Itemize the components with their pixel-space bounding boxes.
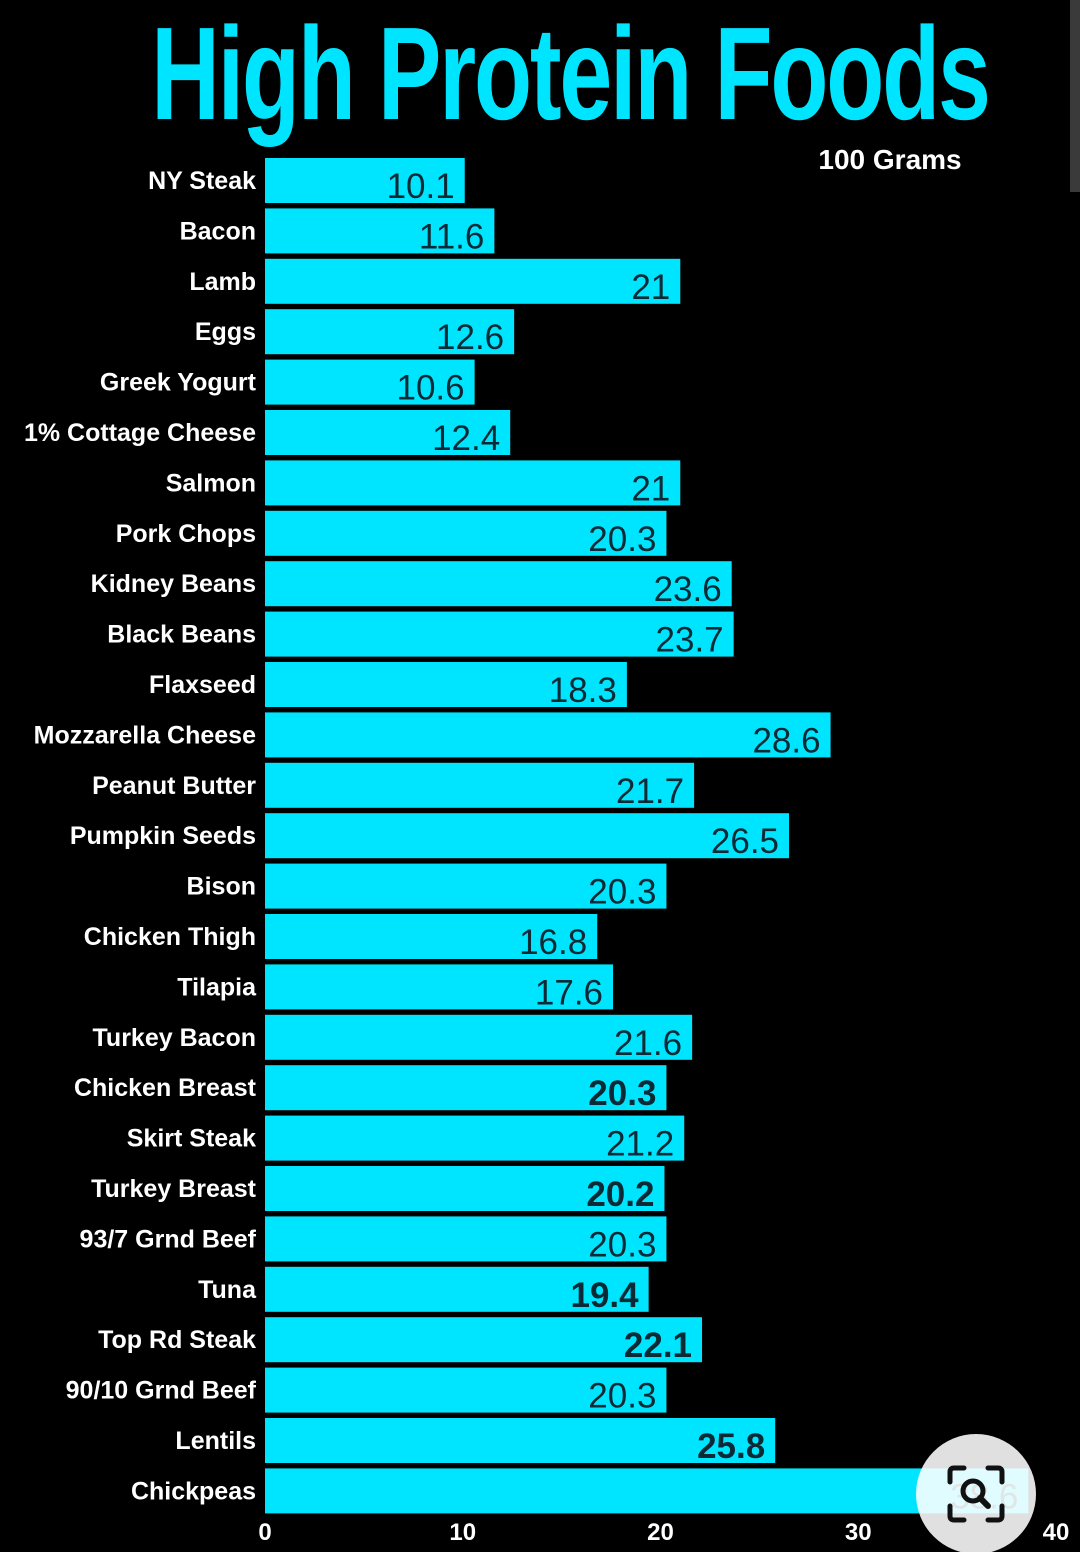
category-label: Eggs	[195, 318, 256, 346]
bar	[265, 762, 695, 808]
category-label: Chicken Thigh	[84, 923, 256, 951]
bar	[265, 1014, 693, 1060]
category-label: Pumpkin Seeds	[70, 822, 256, 850]
visual-search-button[interactable]	[916, 1434, 1036, 1552]
category-label: Bacon	[180, 217, 256, 245]
bar	[265, 964, 614, 1010]
value-label: 25.8	[697, 1427, 765, 1466]
bar	[265, 1367, 667, 1413]
visual-search-icon	[947, 1465, 1005, 1523]
value-label: 22.1	[624, 1326, 692, 1365]
bar	[265, 1166, 665, 1211]
category-label: Top Rd Steak	[98, 1326, 256, 1354]
bar	[265, 158, 465, 203]
value-label: 20.2	[586, 1175, 654, 1214]
category-label: Turkey Bacon	[93, 1024, 256, 1052]
value-label: 20.3	[588, 1074, 656, 1113]
value-label: 20.3	[588, 1225, 656, 1264]
value-label: 19.4	[571, 1276, 640, 1315]
category-label: Black Beans	[107, 621, 256, 649]
category-label: Flaxseed	[149, 671, 256, 699]
value-label: 20.3	[588, 520, 656, 559]
value-label: 10.6	[396, 369, 464, 408]
value-label: 23.7	[656, 621, 724, 660]
bar	[265, 1266, 649, 1312]
chart-subtitle: 100 Grams	[818, 144, 962, 175]
category-label: Chickpeas	[131, 1477, 256, 1505]
bar	[265, 1317, 703, 1363]
category-label: Skirt Steak	[127, 1125, 256, 1153]
category-label: Pork Chops	[116, 520, 256, 548]
value-label: 21.7	[616, 772, 684, 811]
bar	[265, 1115, 685, 1161]
value-label: 16.8	[519, 923, 587, 962]
category-label: Chicken Breast	[74, 1074, 257, 1102]
chart-title: High Protein Foods	[151, 0, 991, 147]
bar	[265, 1065, 667, 1111]
value-label: 23.6	[654, 570, 722, 609]
value-label: 21.2	[606, 1125, 674, 1164]
bar	[265, 1468, 1029, 1514]
bar	[265, 410, 511, 455]
bar	[265, 662, 627, 707]
bar	[265, 359, 475, 405]
bar	[265, 863, 667, 909]
category-label: 90/10 Grnd Beef	[66, 1377, 257, 1405]
value-label: 10.1	[387, 167, 455, 206]
category-label: 1% Cottage Cheese	[24, 419, 256, 447]
x-tick-label: 30	[845, 1519, 872, 1546]
value-label: 20.3	[588, 1377, 656, 1416]
category-label: 93/7 Grnd Beef	[80, 1225, 257, 1253]
bar	[265, 1216, 667, 1262]
category-label: Bison	[187, 873, 256, 901]
value-label: 21	[631, 268, 670, 307]
value-label: 21	[631, 469, 670, 508]
category-label: Lentils	[175, 1427, 256, 1455]
category-label: Mozzarella Cheese	[34, 721, 256, 749]
x-tick-label: 20	[647, 1519, 674, 1546]
value-label: 12.6	[436, 318, 504, 357]
value-label: 12.4	[432, 419, 500, 458]
bar	[265, 309, 515, 355]
value-label: 28.6	[752, 721, 820, 760]
bar	[265, 208, 495, 254]
bar	[265, 460, 681, 506]
value-label: 11.6	[419, 217, 485, 256]
category-label: NY Steak	[148, 167, 256, 195]
category-label: Lamb	[189, 268, 256, 296]
scrollbar-thumb[interactable]	[1070, 0, 1080, 192]
bar	[265, 258, 681, 304]
bar	[265, 1418, 776, 1463]
value-label: 18.3	[549, 671, 617, 710]
value-label: 26.5	[711, 822, 779, 861]
category-label: Tuna	[198, 1276, 257, 1304]
category-label: Peanut Butter	[92, 772, 256, 800]
value-label: 17.6	[535, 973, 603, 1012]
bar	[265, 712, 831, 758]
x-tick-label: 10	[449, 1519, 476, 1546]
bar	[265, 510, 667, 556]
value-label: 21.6	[614, 1024, 682, 1063]
bar	[265, 813, 790, 859]
category-label: Tilapia	[177, 973, 257, 1001]
bar	[265, 561, 732, 607]
category-label: Greek Yogurt	[100, 369, 257, 397]
category-label: Kidney Beans	[91, 570, 256, 598]
x-tick-label: 40	[1043, 1519, 1070, 1546]
category-label: Salmon	[166, 469, 256, 497]
bar	[265, 611, 734, 657]
value-label: 20.3	[588, 873, 656, 912]
category-label: Turkey Breast	[91, 1175, 257, 1203]
x-tick-label: 0	[258, 1519, 271, 1546]
bar	[265, 914, 598, 959]
